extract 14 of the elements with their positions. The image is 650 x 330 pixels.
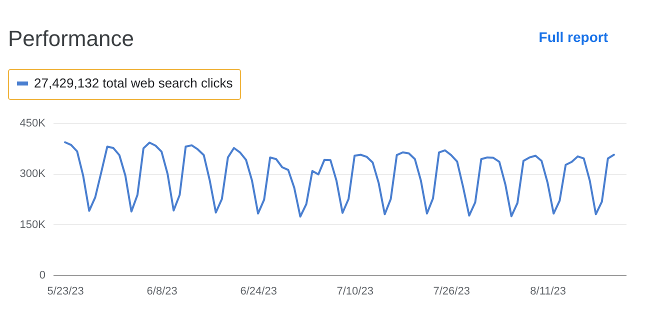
y-tick-label: 450K xyxy=(20,118,46,130)
x-tick-label: 7/26/23 xyxy=(433,286,470,298)
legend-label: 27,429,132 total web search clicks xyxy=(34,76,234,90)
y-tick-label: 0 xyxy=(39,270,46,282)
x-tick-label: 6/24/23 xyxy=(240,286,277,298)
y-tick-label: 300K xyxy=(20,168,46,180)
x-tick-label: 7/10/23 xyxy=(336,286,374,298)
x-tick-label: 6/8/23 xyxy=(146,286,178,298)
x-tick-label: 5/23/23 xyxy=(47,286,84,298)
chart-title: Performance xyxy=(8,26,134,51)
y-tick-label: 150K xyxy=(20,218,46,231)
text: Full report xyxy=(538,29,608,45)
line-series xyxy=(64,141,615,218)
x-tick-label: 8/11/23 xyxy=(530,286,566,298)
